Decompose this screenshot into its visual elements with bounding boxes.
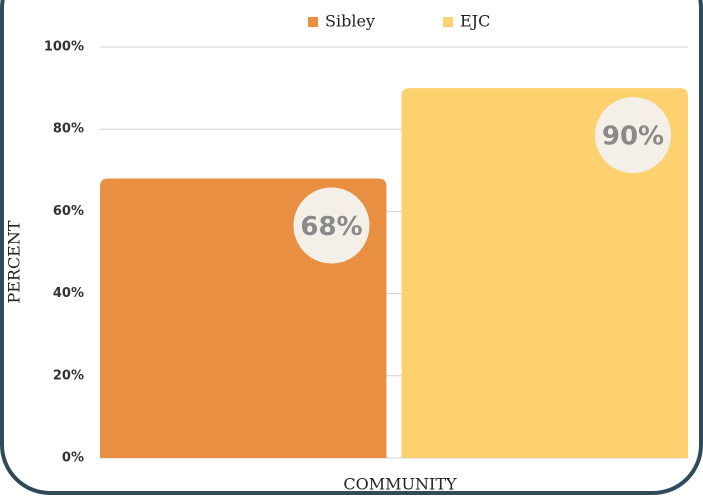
legend-swatch bbox=[443, 17, 453, 27]
value-label-badge bbox=[293, 187, 370, 264]
y-axis-title: PERCENT bbox=[5, 220, 24, 303]
y-tick-label: 60% bbox=[53, 204, 84, 219]
legend-label: EJC bbox=[460, 12, 490, 31]
y-tick-label: 40% bbox=[53, 286, 84, 301]
y-tick-label: 20% bbox=[53, 368, 84, 383]
bar bbox=[401, 88, 688, 458]
value-label: 90% bbox=[602, 122, 664, 152]
y-tick-label: 80% bbox=[53, 122, 84, 137]
y-tick-label: 100% bbox=[44, 40, 84, 55]
y-tick-label: 0% bbox=[62, 451, 84, 466]
x-axis-title: COMMUNITY bbox=[343, 475, 457, 494]
value-label-badge bbox=[595, 97, 671, 174]
value-label: 68% bbox=[300, 212, 362, 242]
legend-label: Sibley bbox=[325, 12, 375, 31]
legend-swatch bbox=[308, 17, 318, 27]
